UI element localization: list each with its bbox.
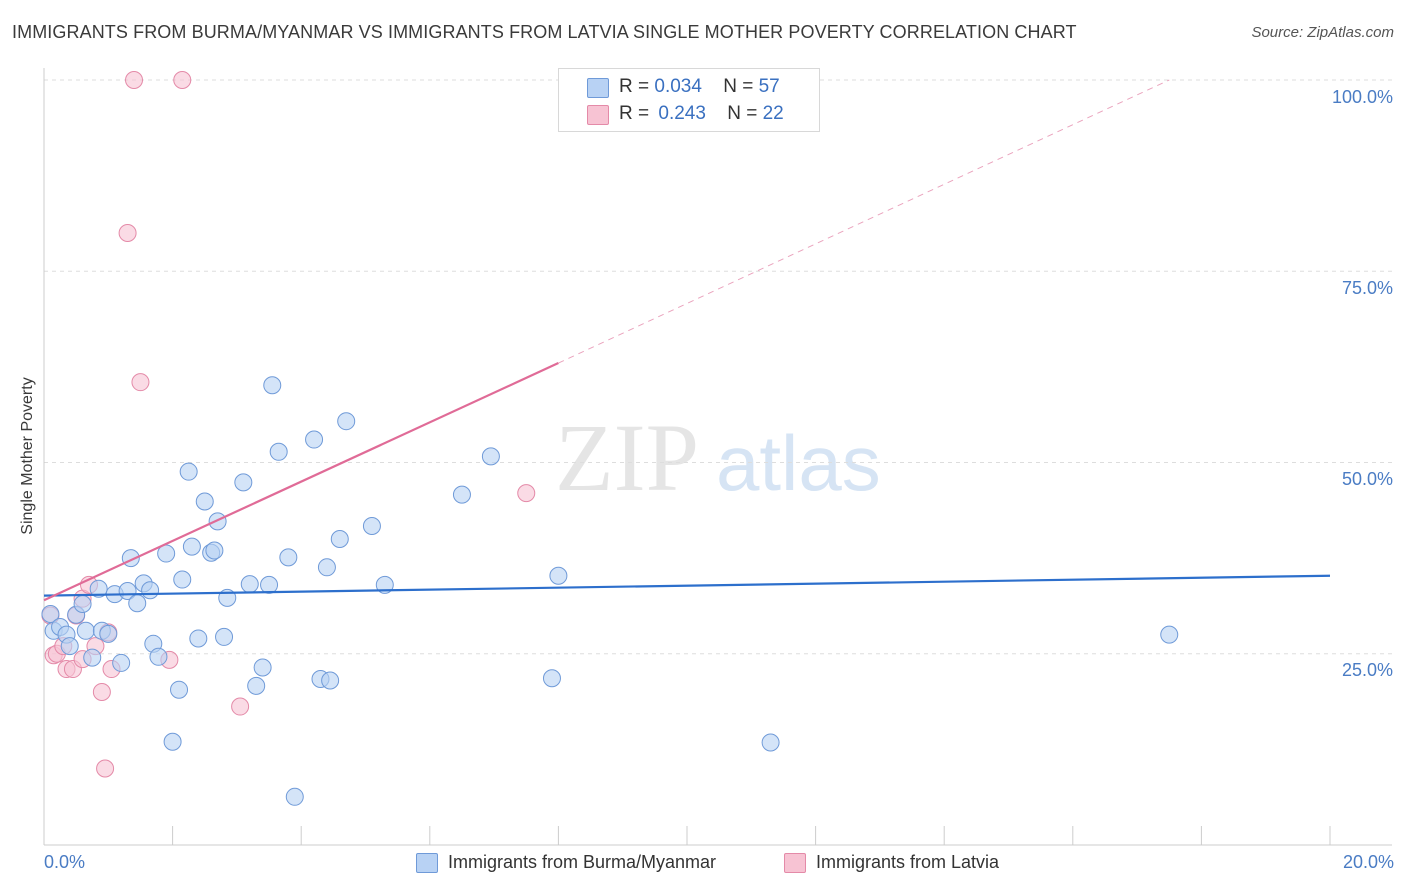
burma-point bbox=[208, 512, 227, 531]
legend-row-latvia: R = 0.243 N = 22 bbox=[619, 103, 784, 127]
latvia-trend-extension bbox=[558, 79, 1170, 364]
burma-point bbox=[73, 595, 92, 614]
x-tick-label-max: 20.0% bbox=[1342, 852, 1394, 872]
trend-lines bbox=[43, 79, 1331, 602]
burma-point bbox=[263, 376, 282, 395]
burma-point bbox=[128, 594, 147, 613]
grid-lines bbox=[44, 79, 1392, 655]
legend-r-value: 0.243 bbox=[658, 103, 706, 124]
legend-swatch-burma bbox=[587, 78, 609, 98]
burma-point bbox=[330, 530, 349, 548]
burma-point bbox=[279, 548, 298, 567]
chart-title: IMMIGRANTS FROM BURMA/MYANMAR VS IMMIGRA… bbox=[12, 22, 1077, 42]
burma-point bbox=[170, 680, 189, 699]
legend-row-burma: R = 0.034 N = 57 bbox=[619, 76, 780, 100]
burma-point bbox=[141, 581, 160, 600]
burma-point bbox=[305, 430, 324, 449]
burma-point bbox=[549, 566, 568, 585]
watermark-zip: ZIP bbox=[555, 404, 699, 511]
latvia-point bbox=[131, 373, 150, 392]
x-tick-label-min: 0.0% bbox=[44, 852, 86, 872]
burma-point bbox=[317, 558, 336, 577]
burma-point bbox=[362, 516, 381, 535]
legend: R = 0.034 N = 57 R = 0.243 N = 22 bbox=[558, 68, 820, 132]
burma-point bbox=[149, 647, 168, 666]
legend-n-label: N = bbox=[723, 76, 754, 97]
burma-point bbox=[452, 485, 471, 504]
burma-point bbox=[195, 492, 214, 511]
burma-point bbox=[321, 671, 340, 690]
burma-point bbox=[99, 624, 118, 643]
bottom-legend-label-latvia: Immigrants from Latvia bbox=[816, 852, 1000, 872]
burma-point bbox=[269, 442, 288, 461]
burma-point bbox=[173, 570, 192, 589]
y-tick-label-25: 25.0% bbox=[1341, 660, 1393, 680]
burma-point bbox=[240, 575, 259, 594]
legend-n-value: 57 bbox=[758, 76, 780, 97]
y-tick-label-75: 75.0% bbox=[1341, 278, 1393, 298]
legend-r-value: 0.034 bbox=[654, 76, 702, 97]
burma-point bbox=[542, 669, 561, 688]
latvia-point bbox=[517, 484, 536, 503]
burma-point bbox=[182, 537, 201, 556]
burma-point bbox=[89, 579, 108, 598]
bottom-legend-label-burma: Immigrants from Burma/Myanmar bbox=[448, 852, 717, 872]
burma-point bbox=[253, 658, 272, 677]
burma-point bbox=[337, 412, 356, 431]
legend-swatch-latvia bbox=[587, 105, 609, 125]
burma-point bbox=[215, 627, 234, 646]
burma-point bbox=[285, 787, 304, 806]
burma-point bbox=[375, 575, 394, 594]
burma-point bbox=[189, 629, 208, 648]
latvia-point bbox=[231, 697, 250, 716]
burma-point bbox=[76, 621, 95, 640]
burma-trend-line bbox=[43, 574, 1331, 597]
latvia-point bbox=[125, 71, 144, 89]
latvia-point bbox=[173, 71, 192, 89]
latvia-trend-line bbox=[43, 362, 559, 602]
burma-point bbox=[260, 575, 279, 594]
latvia-point bbox=[92, 683, 111, 701]
burma-point bbox=[205, 541, 224, 560]
latvia-point bbox=[118, 224, 137, 242]
latvia-point bbox=[96, 759, 115, 778]
burma-point bbox=[247, 676, 266, 695]
source-label: Source: ZipAtlas.com bbox=[1251, 24, 1394, 41]
burma-point bbox=[83, 648, 102, 667]
y-tick-label-50: 50.0% bbox=[1341, 469, 1393, 489]
burma-point bbox=[761, 733, 780, 752]
bottom-legend-swatch-burma bbox=[416, 853, 438, 873]
burma-point bbox=[1160, 625, 1179, 644]
burma-point bbox=[112, 653, 131, 672]
legend-r-label: R = bbox=[619, 103, 650, 124]
latvia-points bbox=[41, 71, 536, 778]
legend-n-value: 22 bbox=[762, 103, 784, 124]
watermark: ZIP atlas bbox=[555, 404, 881, 511]
legend-r-label: R = bbox=[619, 76, 650, 97]
bottom-legend-swatch-latvia bbox=[784, 853, 806, 873]
y-tick-label-100: 100.0% bbox=[1331, 87, 1393, 107]
burma-point bbox=[481, 447, 500, 466]
burma-point bbox=[234, 473, 253, 492]
burma-point bbox=[60, 637, 79, 656]
axes bbox=[43, 68, 1392, 846]
burma-point bbox=[179, 462, 198, 481]
burma-points bbox=[41, 376, 1179, 806]
legend-n-label: N = bbox=[727, 103, 758, 124]
burma-point bbox=[163, 732, 182, 751]
